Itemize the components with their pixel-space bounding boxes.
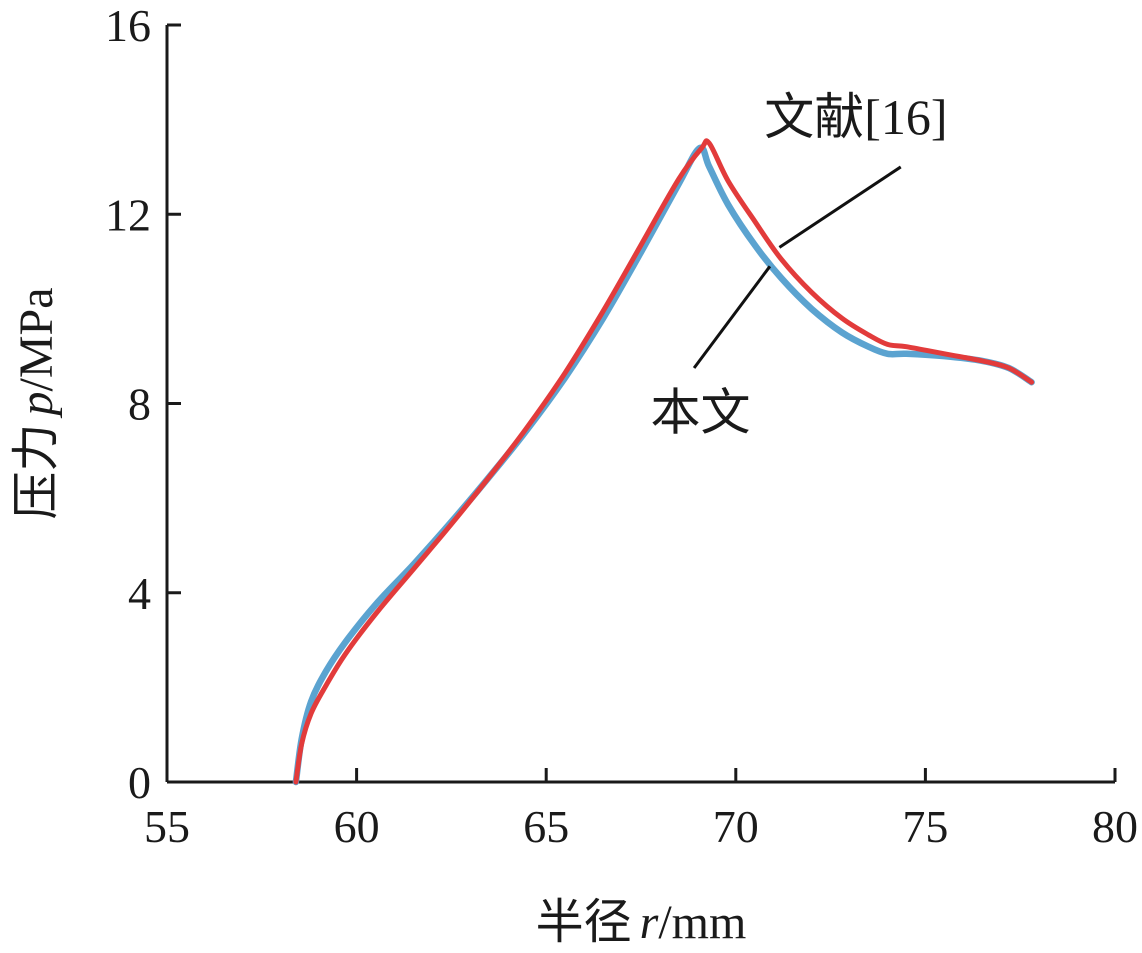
x-axis-title-text: 半径 <box>536 896 632 948</box>
series-layer <box>292 138 1035 786</box>
x-tick-label: 60 <box>334 801 380 852</box>
series-line-reference <box>292 144 1035 786</box>
x-tick-label: 55 <box>144 801 190 852</box>
x-axis-title: 半径 r/mm <box>536 896 747 948</box>
y-axis-title: 压力 p/MPa <box>10 287 63 519</box>
y-axis-title-text: 压力 <box>10 424 63 520</box>
annotation-layer: 文献[16] 本文 <box>650 89 947 441</box>
y-axis-title-variable: p <box>10 392 63 419</box>
x-axis-title-variable: r <box>640 896 659 948</box>
tick-marks: 55 60 65 70 75 80 0 4 8 12 16 <box>105 0 1138 852</box>
x-tick-label: 80 <box>1092 801 1138 852</box>
y-axis-title-unit: /MPa <box>10 287 63 391</box>
annotation-this-work-label: 本文 <box>650 385 750 441</box>
y-tick-label: 16 <box>105 0 151 51</box>
x-tick-label: 65 <box>523 801 569 852</box>
annotation-reference-label: 文献[16] <box>764 89 947 145</box>
x-axis-title-unit: /mm <box>658 896 746 948</box>
leader-line-this-work <box>692 265 772 369</box>
series-line-this-work <box>293 138 1035 785</box>
y-tick-label: 8 <box>128 379 151 430</box>
y-tick-label: 12 <box>105 189 151 240</box>
leader-line-reference <box>778 165 902 249</box>
y-tick-label: 4 <box>128 568 151 619</box>
x-tick-label: 70 <box>713 801 759 852</box>
y-tick-label: 0 <box>128 757 151 808</box>
x-tick-label: 75 <box>902 801 948 852</box>
axes <box>165 25 1115 784</box>
